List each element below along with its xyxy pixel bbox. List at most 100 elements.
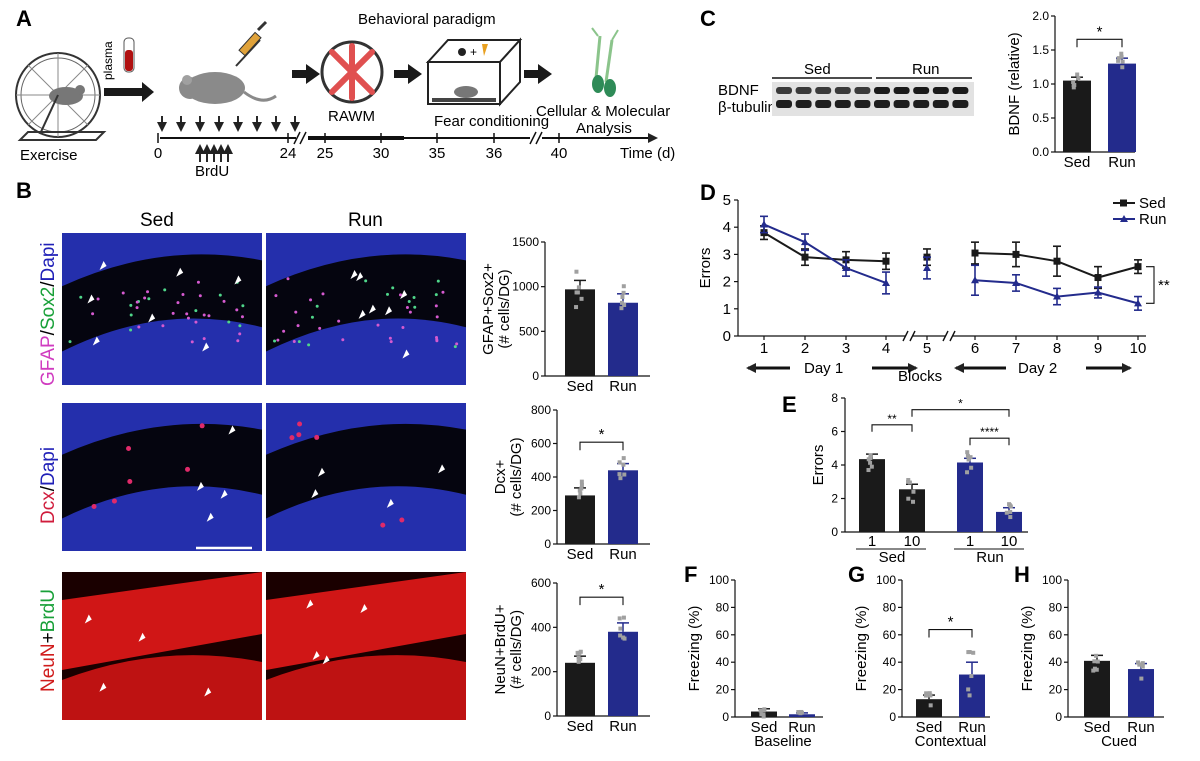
panel-label-g: G: [848, 562, 865, 587]
cell-marker: [163, 288, 167, 292]
data-point: [576, 285, 581, 290]
cell-marker: [292, 339, 296, 343]
panel-label-b: B: [16, 178, 32, 203]
granule-layer: [266, 572, 466, 670]
data-point: [1116, 58, 1121, 63]
data-point: [866, 468, 871, 473]
data-point: [1075, 72, 1080, 77]
x-tick-label: 2: [801, 340, 809, 357]
cell-marker: [389, 340, 393, 344]
micrograph-grid: [62, 233, 466, 720]
cell-marker: [364, 279, 368, 283]
data-point: [967, 693, 972, 698]
row-label-part: Sox2: [38, 287, 59, 330]
y-tick-label: 500: [519, 324, 539, 338]
data-point-sed: [1094, 274, 1102, 282]
bar-run-block-10: [996, 511, 1022, 532]
data-point: [965, 470, 970, 475]
data-point: [965, 450, 970, 455]
data-point-sed: [1134, 263, 1142, 271]
arrowhead-marker: [220, 489, 228, 499]
data-point: [617, 460, 622, 465]
arrowhead-marker: [148, 313, 156, 323]
tubulin-band: [913, 100, 930, 108]
data-point: [761, 708, 766, 713]
x-tick-label: 8: [1053, 340, 1061, 357]
mouse-icon: [179, 72, 277, 104]
data-point: [966, 457, 971, 462]
tubulin-band: [834, 100, 851, 108]
blot-group-run: Run: [912, 61, 940, 78]
blocks-label: Blocks: [898, 368, 942, 385]
data-point: [868, 460, 873, 465]
x-tick-label: Run: [1108, 154, 1136, 171]
data-point: [579, 479, 584, 484]
data-point: [574, 290, 579, 295]
data-point: [967, 650, 972, 655]
data-point: [1119, 54, 1124, 59]
panel-label-f: F: [684, 562, 697, 587]
cell-marker: [147, 297, 151, 301]
timeline-ticks: 0 24 25 30 35 36 40: [154, 133, 567, 162]
cell-marker: [434, 304, 438, 308]
analysis-label-line2: Analysis: [576, 120, 632, 137]
x-tick-label: 7: [1012, 340, 1020, 357]
data-point: [923, 693, 928, 698]
arrowhead-marker: [99, 682, 107, 692]
x-tick-label: Sed: [1084, 719, 1111, 736]
data-point: [1008, 504, 1013, 509]
data-point: [621, 284, 626, 289]
data-point: [1140, 664, 1145, 669]
dapi-layer: [266, 486, 466, 551]
data-point-run: [882, 278, 890, 286]
x-tick-label: 4: [882, 340, 890, 357]
row-label-part: GFAP: [38, 335, 59, 386]
data-point: [617, 472, 622, 477]
data-point: [1138, 662, 1143, 667]
x-tick-label: Sed: [567, 378, 594, 395]
row-label-part: /: [38, 281, 59, 287]
y-tick-label: 4: [723, 219, 731, 236]
y-axis-label-units: (# cells/DG): [508, 437, 525, 516]
row-label-part: BrdU: [38, 589, 59, 632]
blot-group-sed: Sed: [804, 61, 831, 78]
arrowhead-marker: [386, 498, 394, 508]
legend-label-run: Run: [1139, 211, 1167, 228]
x-tick-label: Run: [609, 718, 637, 735]
data-point: [576, 659, 581, 664]
arrowhead-marker: [202, 342, 210, 352]
bdnf-band: [874, 87, 890, 94]
data-point: [799, 709, 804, 714]
cell-marker: [198, 294, 202, 298]
data-point: [1071, 79, 1076, 84]
cell-marker: [380, 522, 386, 528]
dapi-layer: [266, 403, 466, 455]
y-axis-label: Errors: [697, 248, 714, 289]
data-point: [969, 674, 974, 679]
significance-bracket: [871, 424, 913, 432]
dapi-layer: [62, 403, 262, 455]
cell-marker: [453, 345, 457, 349]
y-tick-label: 20: [1049, 683, 1063, 697]
cell-marker: [121, 291, 125, 295]
axis-break-mark: [909, 330, 916, 342]
significance-label: *: [599, 426, 605, 443]
cell-marker: [194, 320, 198, 324]
row-label-part: /: [38, 329, 59, 335]
data-point: [1092, 659, 1097, 664]
blot-bands: [776, 87, 969, 108]
timeline-tick-label: 25: [317, 145, 334, 162]
y-tick-label: 8: [831, 391, 838, 405]
axis-break-mark: [949, 330, 956, 342]
row-label-part: /: [38, 485, 59, 491]
arrowhead-marker: [228, 425, 236, 435]
data-point: [1136, 660, 1141, 665]
cell-marker: [202, 337, 206, 341]
cell-marker: [286, 277, 290, 281]
cell-marker: [315, 304, 319, 308]
y-axis-label: Freezing (%): [686, 606, 703, 692]
data-point: [579, 483, 584, 488]
tubulin-band: [952, 100, 969, 108]
time-axis-label: Time (d): [620, 145, 675, 162]
